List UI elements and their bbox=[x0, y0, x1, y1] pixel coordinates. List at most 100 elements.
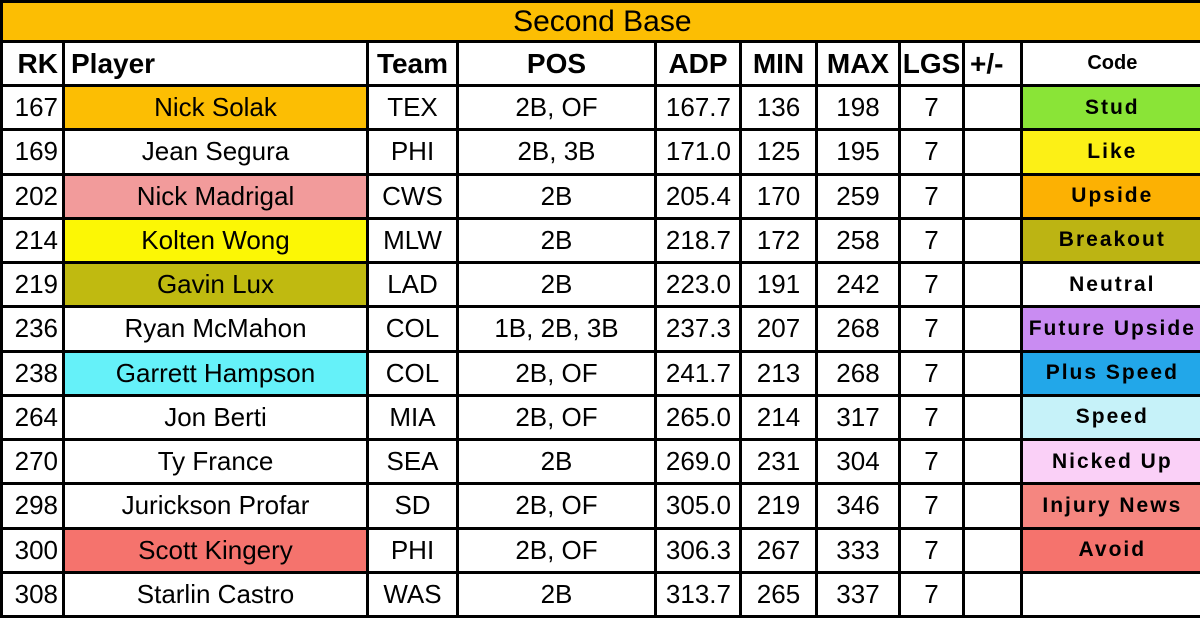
rk-cell: 238 bbox=[0, 349, 65, 397]
rk-cell: 169 bbox=[0, 128, 65, 176]
code-cell: Like bbox=[1019, 128, 1200, 176]
lgs-cell: 7 bbox=[898, 526, 965, 574]
team-cell: WAS bbox=[366, 570, 459, 618]
team-cell: CWS bbox=[366, 172, 459, 220]
page-title: Second Base bbox=[0, 0, 1200, 43]
player-cell: Nick Solak bbox=[62, 83, 369, 132]
max-cell: 198 bbox=[815, 83, 901, 132]
pos-cell: 2B, OF bbox=[456, 393, 657, 442]
min-cell: 219 bbox=[739, 482, 818, 530]
rk-cell: 167 bbox=[0, 83, 65, 132]
rk-cell: 270 bbox=[0, 437, 65, 486]
max-cell: 304 bbox=[815, 437, 901, 486]
rk-cell: 300 bbox=[0, 526, 65, 574]
adp-cell: 306.3 bbox=[654, 526, 742, 574]
pos-cell: 2B, OF bbox=[456, 83, 657, 132]
plus-minus-cell bbox=[962, 482, 1023, 530]
player-cell: Jon Berti bbox=[62, 393, 369, 442]
adp-cell: 237.3 bbox=[654, 305, 742, 353]
lgs-cell: 7 bbox=[898, 260, 965, 309]
adp-cell: 241.7 bbox=[654, 349, 742, 397]
code-cell bbox=[1019, 570, 1200, 618]
table-body: 167 Nick Solak TEX 2B, OF 167.7 136 198 7 Stud 16… bbox=[0, 83, 1200, 618]
column-header-team: Team bbox=[366, 40, 459, 87]
code-cell: Neutral bbox=[1019, 260, 1200, 309]
adp-cell: 205.4 bbox=[654, 172, 742, 220]
table-row: 214 Kolten Wong MLW 2B 218.7 172 258 7 Breakout bbox=[0, 216, 1200, 265]
min-cell: 207 bbox=[739, 305, 818, 353]
team-cell: COL bbox=[366, 349, 459, 397]
max-cell: 242 bbox=[815, 260, 901, 309]
min-cell: 170 bbox=[739, 172, 818, 220]
plus-minus-cell bbox=[962, 260, 1023, 309]
player-cell: Kolten Wong bbox=[62, 216, 369, 265]
column-header-rk: RK bbox=[0, 40, 65, 87]
lgs-cell: 7 bbox=[898, 216, 965, 265]
pos-cell: 2B, OF bbox=[456, 482, 657, 530]
code-cell: Nicked Up bbox=[1019, 437, 1200, 486]
max-cell: 258 bbox=[815, 216, 901, 265]
adp-cell: 223.0 bbox=[654, 260, 742, 309]
table-row: 270 Ty France SEA 2B 269.0 231 304 7 Nicked Up bbox=[0, 437, 1200, 486]
plus-minus-cell bbox=[962, 526, 1023, 574]
rk-cell: 236 bbox=[0, 305, 65, 353]
player-cell: Starlin Castro bbox=[62, 570, 369, 618]
pos-cell: 2B, OF bbox=[456, 526, 657, 574]
pos-cell: 2B, OF bbox=[456, 349, 657, 397]
table-row: 219 Gavin Lux LAD 2B 223.0 191 242 7 Neutral bbox=[0, 260, 1200, 309]
max-cell: 317 bbox=[815, 393, 901, 442]
lgs-cell: 7 bbox=[898, 482, 965, 530]
code-cell: Avoid bbox=[1019, 526, 1200, 574]
min-cell: 214 bbox=[739, 393, 818, 442]
table-row: 300 Scott Kingery PHI 2B, OF 306.3 267 333 7 Avo… bbox=[0, 526, 1200, 574]
lgs-cell: 7 bbox=[898, 172, 965, 220]
adp-cell: 171.0 bbox=[654, 128, 742, 176]
code-cell: Speed bbox=[1019, 393, 1200, 442]
player-cell: Nick Madrigal bbox=[62, 172, 369, 220]
min-cell: 267 bbox=[739, 526, 818, 574]
pos-cell: 1B, 2B, 3B bbox=[456, 305, 657, 353]
lgs-cell: 7 bbox=[898, 305, 965, 353]
lgs-cell: 7 bbox=[898, 393, 965, 442]
column-header-adp: ADP bbox=[654, 40, 742, 87]
plus-minus-cell bbox=[962, 216, 1023, 265]
team-cell: LAD bbox=[366, 260, 459, 309]
lgs-cell: 7 bbox=[898, 437, 965, 486]
team-cell: PHI bbox=[366, 526, 459, 574]
max-cell: 259 bbox=[815, 172, 901, 220]
player-cell: Garrett Hampson bbox=[62, 349, 369, 397]
min-cell: 191 bbox=[739, 260, 818, 309]
rk-cell: 308 bbox=[0, 570, 65, 618]
table-row: 169 Jean Segura PHI 2B, 3B 171.0 125 195 7 Like bbox=[0, 128, 1200, 176]
player-cell: Scott Kingery bbox=[62, 526, 369, 574]
column-header-lgs: LGS bbox=[898, 40, 965, 87]
table-row: 167 Nick Solak TEX 2B, OF 167.7 136 198 7 Stud bbox=[0, 83, 1200, 132]
pos-cell: 2B bbox=[456, 216, 657, 265]
rk-cell: 298 bbox=[0, 482, 65, 530]
player-cell: Jurickson Profar bbox=[62, 482, 369, 530]
table-header-row: RK Player Team POS ADP MIN MAX LGS +/- C… bbox=[0, 40, 1200, 87]
lgs-cell: 7 bbox=[898, 83, 965, 132]
pos-cell: 2B, 3B bbox=[456, 128, 657, 176]
team-cell: SEA bbox=[366, 437, 459, 486]
column-header-min: MIN bbox=[739, 40, 818, 87]
table-row: 238 Garrett Hampson COL 2B, OF 241.7 213 268 7 P… bbox=[0, 349, 1200, 397]
pos-cell: 2B bbox=[456, 570, 657, 618]
min-cell: 136 bbox=[739, 83, 818, 132]
plus-minus-cell bbox=[962, 305, 1023, 353]
rk-cell: 214 bbox=[0, 216, 65, 265]
code-cell: Injury News bbox=[1019, 482, 1200, 530]
min-cell: 172 bbox=[739, 216, 818, 265]
player-cell: Gavin Lux bbox=[62, 260, 369, 309]
plus-minus-cell bbox=[962, 437, 1023, 486]
code-cell: Plus Speed bbox=[1019, 349, 1200, 397]
table-title-row: Second Base bbox=[0, 0, 1200, 43]
max-cell: 346 bbox=[815, 482, 901, 530]
team-cell: SD bbox=[366, 482, 459, 530]
max-cell: 337 bbox=[815, 570, 901, 618]
min-cell: 265 bbox=[739, 570, 818, 618]
code-cell: Upside bbox=[1019, 172, 1200, 220]
adp-cell: 167.7 bbox=[654, 83, 742, 132]
min-cell: 231 bbox=[739, 437, 818, 486]
